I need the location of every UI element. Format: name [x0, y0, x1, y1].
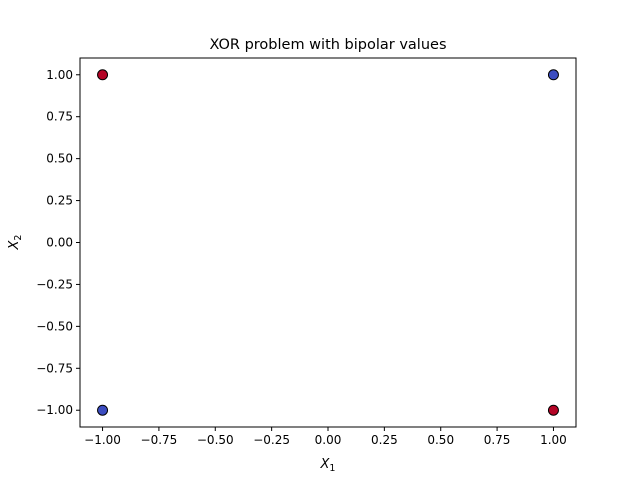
- data-point: [97, 404, 109, 416]
- y-axis-ticks: −1.00 −0.75 −0.50 −0.25 0.00 0.25 0.50 0.75 1.00: [36, 68, 80, 417]
- x-tick-label: 0.75: [484, 433, 511, 447]
- y-tick-label: −0.75: [36, 361, 73, 375]
- x-tick-label: −0.50: [197, 433, 234, 447]
- y-tick-label: 0.00: [46, 236, 73, 250]
- y-axis-label-base: X: [7, 239, 22, 250]
- y-tick-label: −0.50: [36, 319, 73, 333]
- y-tick-label: 0.50: [46, 152, 73, 166]
- chart-title: XOR problem with bipolar values: [209, 37, 446, 53]
- y-tick-label: −1.00: [36, 403, 73, 417]
- y-tick-label: 1.00: [46, 68, 73, 82]
- y-axis-label: X2: [7, 235, 24, 251]
- x-axis-ticks: −1.00 −0.75 −0.50 −0.25 0.00 0.25 0.50 0.75 1.00: [84, 427, 567, 447]
- y-tick-label: −0.25: [36, 277, 73, 291]
- plot-area: [80, 58, 576, 427]
- x-tick-label: 0.00: [315, 433, 342, 447]
- y-tick-label: 0.75: [46, 110, 73, 124]
- x-tick-label: 0.25: [371, 433, 398, 447]
- x-axis-label-base: X: [320, 457, 331, 472]
- y-axis-label-sub: 2: [13, 235, 24, 241]
- x-axis-label-sub: 1: [329, 463, 335, 474]
- x-axis-label: X1: [320, 457, 336, 474]
- x-tick-label: −0.75: [141, 433, 178, 447]
- points-layer: [97, 69, 559, 416]
- data-point: [547, 404, 559, 416]
- x-tick-label: −0.25: [253, 433, 290, 447]
- y-tick-label: 0.25: [46, 194, 73, 208]
- data-point: [97, 69, 109, 81]
- x-tick-label: −1.00: [84, 433, 121, 447]
- data-point: [547, 69, 559, 81]
- x-tick-label: 0.50: [427, 433, 454, 447]
- x-tick-label: 1.00: [540, 433, 567, 447]
